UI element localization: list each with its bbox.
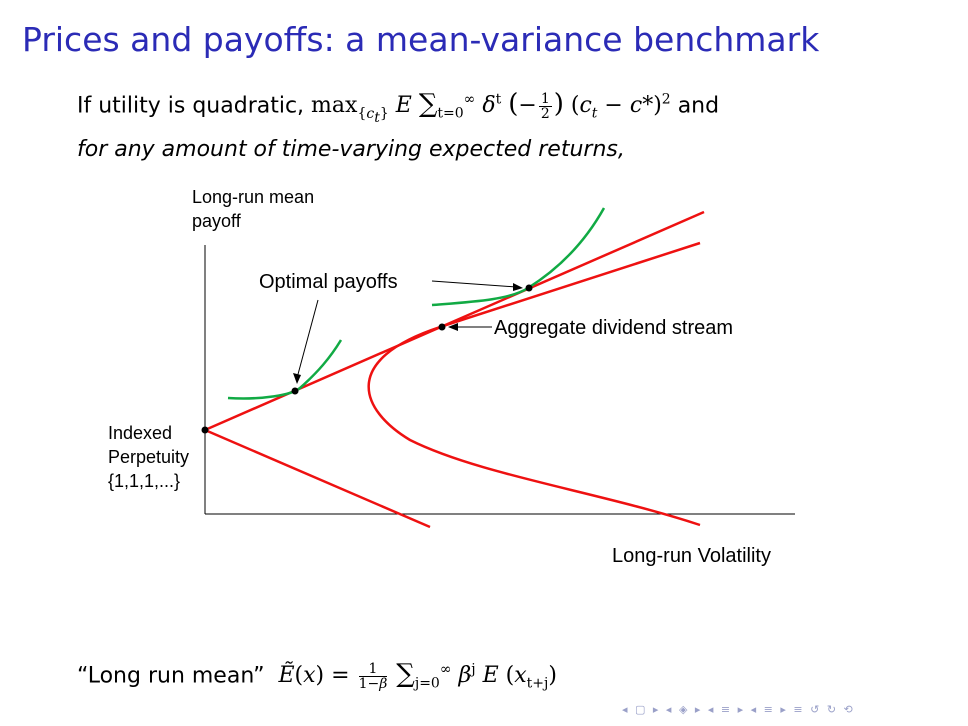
aggregate-tangent-line	[439, 241, 701, 329]
aggregate-point	[438, 323, 446, 331]
long-run-mean-definition: “Long run mean” Ẽ(x) = 1 1−β ∑j=0∞ βj E (…	[77, 654, 557, 700]
perpetuity-label-line1: Indexed	[108, 423, 172, 443]
intro-text: If utility is quadratic, max{ct} E ∑t=0∞…	[77, 84, 719, 166]
indifference-curve-high	[431, 207, 606, 307]
optimal-payoffs-label: Optimal payoffs	[259, 271, 398, 293]
optimal-point-high	[525, 284, 533, 292]
perpetuity-point	[201, 426, 209, 434]
intro-line-1: If utility is quadratic, max{ct} E ∑t=0∞…	[77, 84, 719, 134]
arrow-aggregate-head	[448, 323, 458, 331]
perpetuity-label-line2: Perpetuity	[108, 447, 189, 467]
intro-and: and	[677, 93, 720, 119]
long-run-mean-formula: Ẽ(x) = 1 1−β ∑j=0∞ βj E (xt+j)	[278, 659, 557, 692]
optimal-point-low	[291, 387, 299, 395]
bottom-label: “Long run mean”	[77, 663, 265, 689]
y-axis-label-line2: payoff	[192, 211, 242, 231]
slide-title: Prices and payoffs: a mean-variance benc…	[22, 20, 820, 59]
intro-italic: for any amount of time-varying expected …	[77, 136, 625, 162]
beamer-navigation[interactable]: ◂ ▢ ▸ ◂ ◈ ▸ ◂ ≡ ▸ ◂ ≡ ▸ ≡ ↺ ↻ ⟲	[622, 703, 855, 716]
x-axis-label: Long-run Volatility	[612, 545, 771, 567]
indifference-curve-low	[227, 339, 343, 400]
arrow-optimal-low-head	[293, 373, 301, 384]
arrow-optimal-low	[296, 299, 319, 379]
intro-line-2: for any amount of time-varying expected …	[77, 134, 719, 166]
lower-frontier-line	[204, 428, 431, 529]
y-axis-label-line1: Long-run mean	[192, 187, 314, 207]
utility-formula: max{ct} E ∑t=0∞ δt (− 1 2) (ct − c*)2	[311, 89, 671, 126]
mean-variance-hyperbola	[367, 325, 701, 527]
aggregate-dividend-label: Aggregate dividend stream	[494, 317, 733, 339]
arrow-optimal-high-head	[513, 283, 523, 291]
arrow-optimal-high	[431, 280, 517, 288]
perpetuity-label-line3: {1,1,1,...}	[108, 471, 180, 491]
intro-prefix: If utility is quadratic,	[77, 93, 305, 119]
